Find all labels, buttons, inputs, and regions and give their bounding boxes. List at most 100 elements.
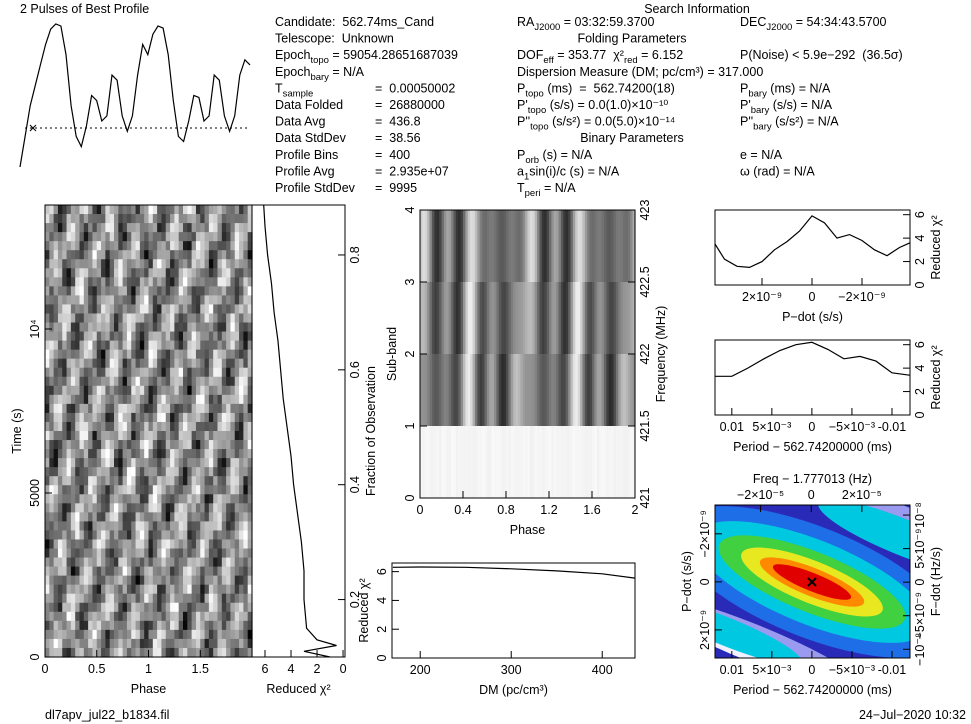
heatmap-cell — [239, 476, 244, 486]
heatmap-cell — [70, 394, 76, 405]
heatmap-cell — [191, 223, 197, 233]
heatmap-cell — [234, 304, 240, 315]
heatmap-cell — [49, 421, 55, 432]
heatmap-cell — [53, 602, 59, 613]
heatmap-cell — [243, 385, 249, 396]
heatmap-cell — [92, 575, 98, 586]
tick-label: 4 — [288, 662, 295, 676]
heatmap-cell — [537, 426, 541, 498]
heatmap-cell — [96, 268, 102, 278]
heatmap-cell — [234, 620, 240, 631]
heatmap-cell — [109, 268, 115, 278]
heatmap-cell — [625, 426, 629, 498]
heatmap-cell — [183, 476, 188, 486]
heatmap-cell — [486, 354, 490, 426]
heatmap-cell — [118, 259, 124, 269]
heatmap-cell — [118, 548, 124, 559]
heatmap-cell — [170, 638, 175, 649]
heatmap-cell — [234, 557, 240, 568]
heatmap-cell — [226, 421, 232, 432]
heatmap-cell — [83, 340, 89, 351]
heatmap-cell — [114, 575, 119, 586]
heatmap-cell — [422, 210, 426, 282]
heatmap-cell — [45, 620, 50, 631]
heatmap-cell — [75, 458, 81, 468]
heatmap-cell — [57, 367, 63, 378]
heatmap-cell — [592, 354, 595, 426]
heatmap-cell — [558, 354, 562, 426]
heatmap-cell — [126, 629, 132, 640]
heatmap-cell — [126, 250, 132, 260]
heatmap-cell — [213, 223, 219, 233]
heatmap-cell — [174, 440, 180, 450]
heatmap-cell — [208, 304, 214, 315]
heatmap-cell — [62, 647, 68, 658]
axis-label: Time (s) — [10, 408, 24, 453]
heatmap-cell — [57, 611, 63, 622]
heatmap-cell — [213, 322, 219, 333]
heatmap-cell — [49, 611, 55, 622]
heatmap-cell — [174, 349, 180, 360]
heatmap-cell — [165, 358, 171, 369]
heatmap-cell — [553, 282, 557, 354]
heatmap-cell — [165, 232, 171, 242]
chart-title: 2 Pulses of Best Profile — [20, 2, 149, 16]
heatmap-cell — [114, 638, 119, 649]
heatmap-cell — [152, 277, 158, 287]
heatmap-cell — [83, 584, 89, 595]
heatmap-cell — [183, 611, 188, 622]
heatmap-cell — [549, 210, 552, 282]
heatmap-cell — [174, 584, 180, 595]
heatmap-cell — [582, 282, 586, 354]
heatmap-cell — [62, 277, 68, 287]
heatmap-cell — [83, 611, 89, 622]
heatmap-cell — [148, 322, 154, 333]
heatmap-cell — [75, 349, 81, 360]
heatmap-cell — [57, 539, 63, 550]
heatmap-cell — [122, 539, 128, 550]
heatmap-cell — [148, 530, 154, 541]
heatmap-cell — [83, 268, 89, 278]
heatmap-cell — [599, 210, 603, 282]
heatmap-cell — [70, 512, 76, 522]
heatmap-cell — [45, 331, 50, 342]
heatmap-cell — [144, 367, 150, 378]
text-part: P — [740, 81, 748, 95]
heatmap-cell — [126, 223, 132, 233]
heatmap-cell — [79, 503, 85, 513]
heatmap-cell — [213, 403, 219, 414]
heatmap-cell — [230, 232, 236, 242]
heatmap-cell — [603, 210, 607, 282]
heatmap-cell — [582, 354, 586, 426]
heatmap-cell — [204, 259, 210, 269]
heatmap-cell — [126, 575, 132, 586]
tick-label: 421 — [638, 488, 652, 509]
heatmap-cell — [118, 376, 124, 387]
heatmap-cell — [208, 521, 214, 532]
heatmap-cell — [49, 638, 55, 649]
heatmap-cell — [92, 548, 98, 559]
heatmap-cell — [144, 349, 150, 360]
heatmap-cell — [195, 593, 201, 604]
heatmap-cell — [577, 354, 581, 426]
heatmap-cell — [187, 421, 193, 432]
heatmap-cell — [443, 282, 447, 354]
heatmap-cell — [79, 449, 85, 459]
heatmap-cell — [161, 250, 167, 260]
heatmap-cell — [75, 286, 81, 296]
heatmap-cell — [157, 458, 163, 468]
heatmap-cell — [178, 322, 184, 333]
heatmap-cell — [170, 566, 175, 577]
heatmap-cell — [221, 449, 227, 459]
heatmap-cell — [139, 376, 145, 387]
heatmap-cell — [226, 611, 232, 622]
heatmap-cell — [161, 539, 167, 550]
heatmap-cell — [178, 629, 184, 640]
heatmap-cell — [165, 521, 171, 532]
heatmap-cell — [200, 331, 206, 342]
heatmap-cell — [92, 440, 98, 450]
tick-label: 0.2 — [348, 591, 362, 608]
tick-label: 1 — [145, 662, 152, 676]
heatmap-cell — [230, 331, 236, 342]
heatmap-cell — [506, 210, 509, 282]
